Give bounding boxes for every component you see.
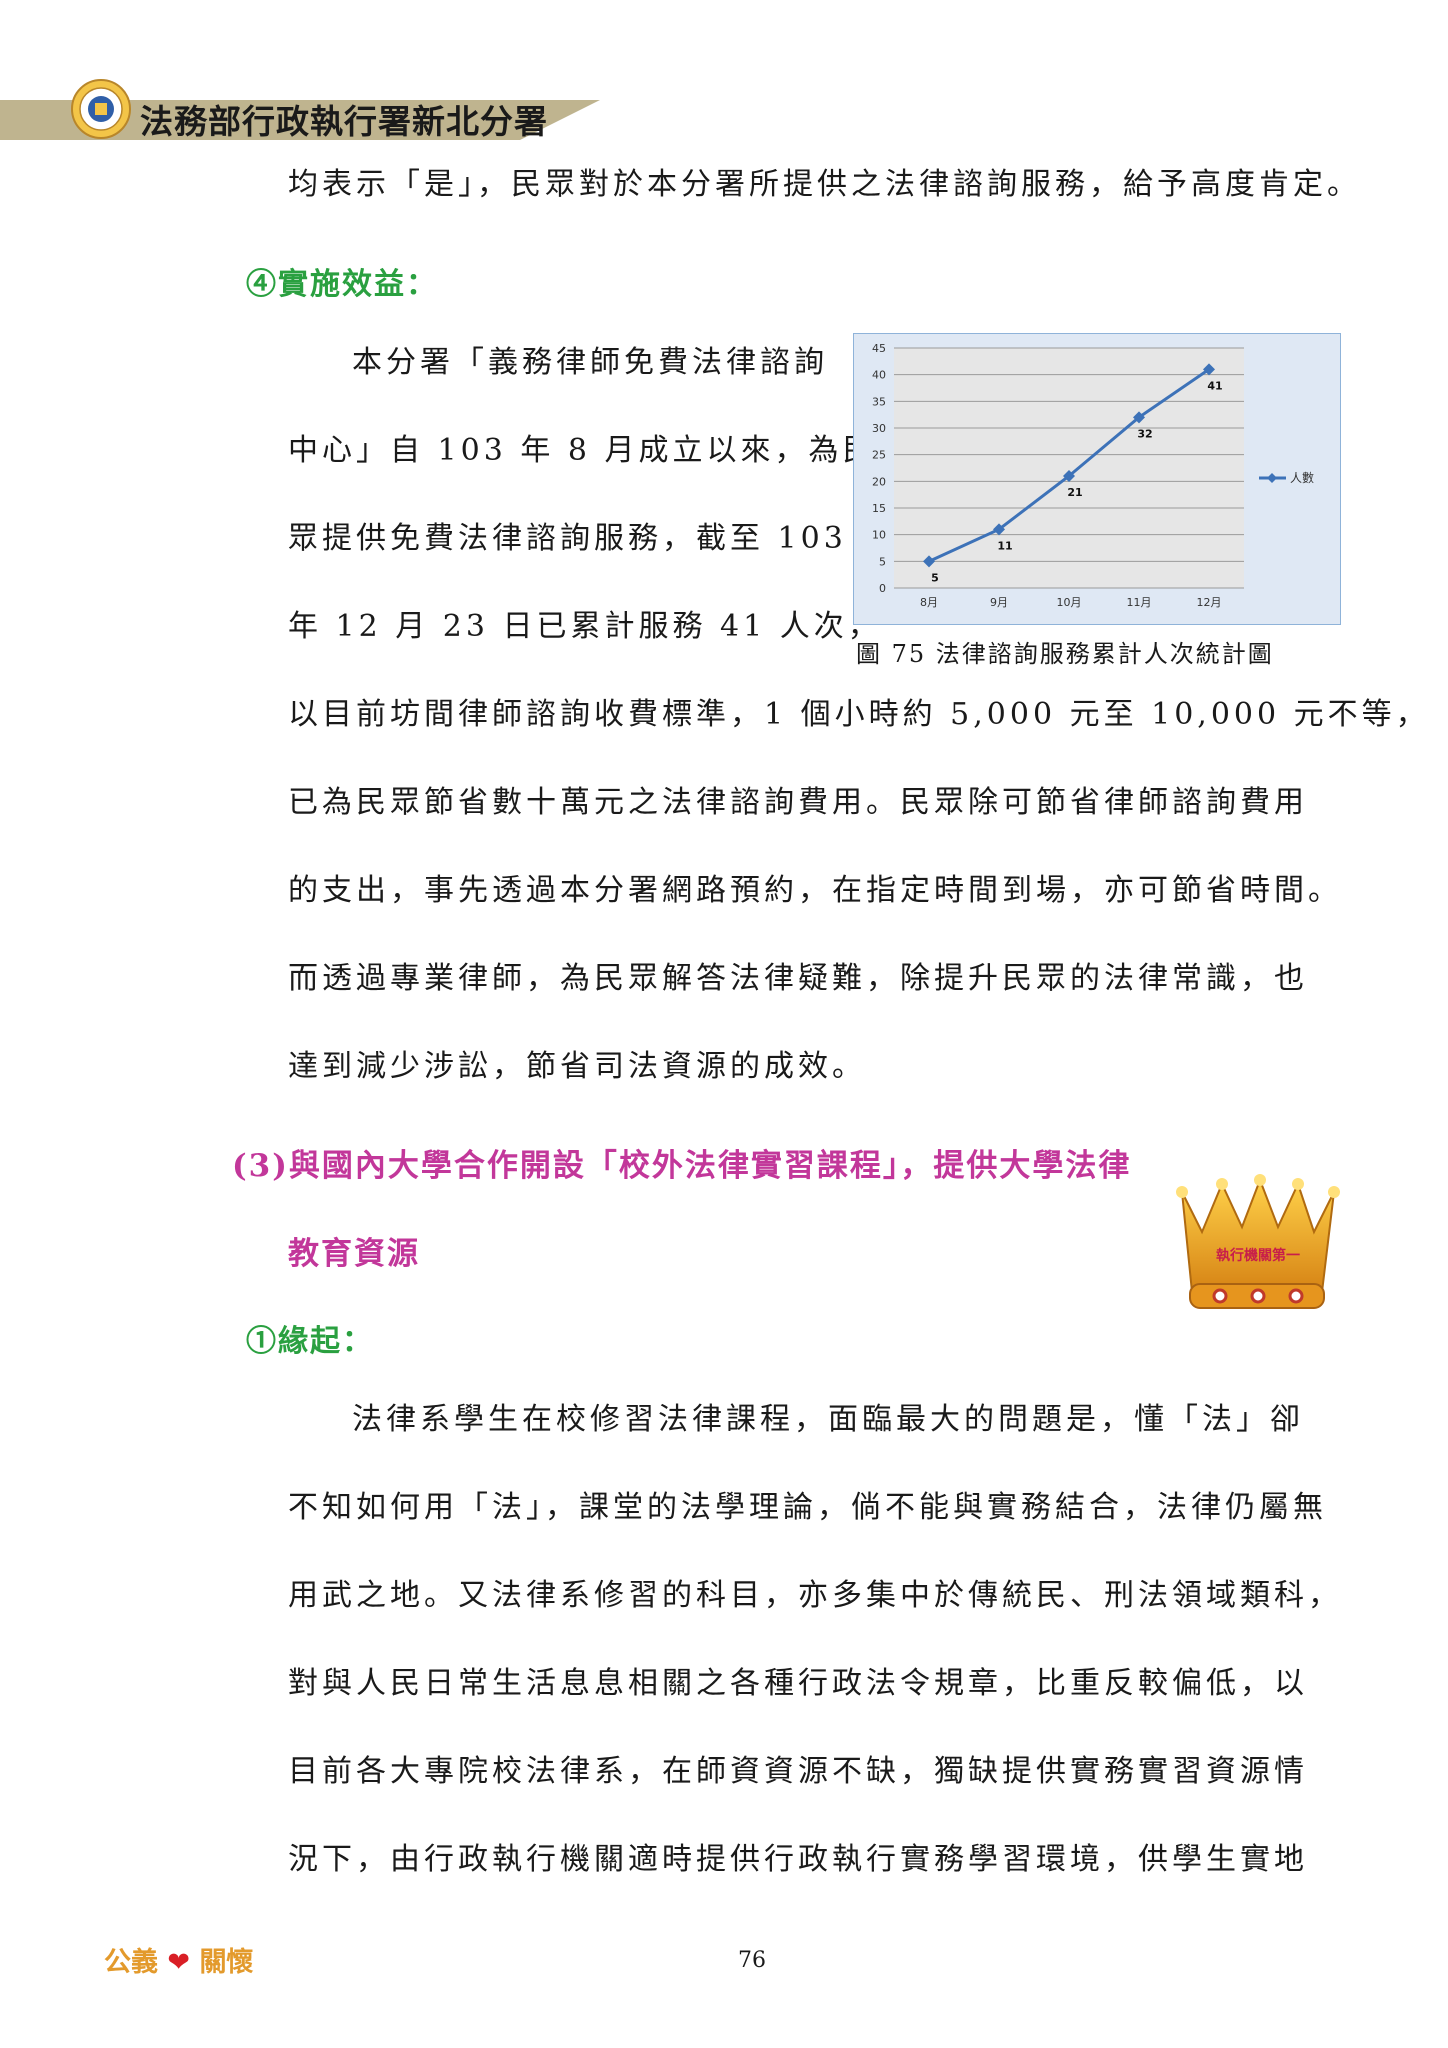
page-number: 76 bbox=[738, 1948, 766, 1973]
x-tick-label: 8月 bbox=[920, 596, 938, 609]
paragraph-line: 況下，由行政執行機關適時提供行政執行實務學習環境，供學生實地 bbox=[288, 1842, 1308, 1877]
paragraph-line: 用武之地。又法律系修習的科目，亦多集中於傳統民、刑法領域類科， bbox=[288, 1578, 1342, 1613]
x-tick-label: 11月 bbox=[1127, 596, 1152, 609]
y-tick-label: 25 bbox=[872, 449, 886, 462]
paragraph-line: 的支出，事先透過本分署網路預約，在指定時間到場，亦可節省時間。 bbox=[288, 873, 1342, 908]
ministry-seal-icon bbox=[71, 79, 131, 139]
paragraph-line: 達到減少涉訟，節省司法資源的成效。 bbox=[288, 1049, 866, 1084]
crown-badge-icon: 執行機關第一 bbox=[1176, 1174, 1340, 1309]
y-tick-label: 20 bbox=[872, 475, 886, 488]
section-heading-benefit: ④實施效益： bbox=[246, 267, 438, 302]
paragraph-line: 年 12 月 23 日已累計服務 41 人次， bbox=[288, 609, 882, 644]
data-point bbox=[923, 555, 935, 568]
paragraph-line: 對與人民日常生活息息相關之各種行政法令規章，比重反較偏低，以 bbox=[288, 1666, 1308, 1701]
paragraph-line: 本分署「義務律師免費法律諮詢 bbox=[352, 345, 828, 380]
y-tick-label: 45 bbox=[872, 342, 886, 355]
data-point bbox=[1133, 411, 1145, 424]
legend-marker bbox=[1267, 473, 1277, 483]
paragraph-line: 不知如何用「法」，課堂的法學理論，倘不能與實務結合，法律仍屬無 bbox=[288, 1490, 1327, 1525]
x-tick-label: 10月 bbox=[1057, 596, 1082, 609]
y-tick-label: 15 bbox=[872, 502, 886, 515]
data-label: 32 bbox=[1137, 427, 1152, 440]
paragraph-line: 已為民眾節省數十萬元之法律諮詢費用。民眾除可節省律師諮詢費用 bbox=[288, 785, 1308, 820]
data-label: 5 bbox=[931, 571, 939, 584]
paragraph-line: 眾提供免費法律諮詢服務，截至 103 bbox=[288, 521, 847, 556]
paragraph-line: 目前各大專院校法律系，在師資資源不缺，獨缺提供實務實習資源情 bbox=[288, 1754, 1308, 1789]
footer-motto-left: 公義 bbox=[104, 1947, 158, 1978]
y-tick-label: 5 bbox=[879, 555, 886, 568]
footer-motto-right: 關懷 bbox=[199, 1947, 254, 1978]
line-chart: 0 5 10 15 20 25 30 35 40 45 8月 9月 10月 11月 12月 5 11 21 32 41… bbox=[872, 342, 1314, 609]
y-tick-label: 40 bbox=[872, 369, 886, 382]
chart-panel: 0 5 10 15 20 25 30 35 40 45 8月 9月 10月 11月 12月 5 11 21 32 41… bbox=[853, 333, 1341, 625]
header-band bbox=[0, 100, 600, 140]
section-heading-origin: ①緣起： bbox=[246, 1324, 374, 1359]
section-heading-3: (3)與國內大學合作開設「校外法律實習課程」，提供大學法律 bbox=[232, 1148, 1132, 1184]
y-tick-label: 0 bbox=[879, 582, 886, 595]
paragraph-line: 法律系學生在校修習法律課程，面臨最大的問題是，懂「法」卻 bbox=[352, 1402, 1304, 1437]
footer-motto: 公義 ❤ 關懷 bbox=[104, 1940, 253, 1979]
section-heading-3-cont: 教育資源 bbox=[288, 1236, 420, 1272]
data-label: 21 bbox=[1067, 486, 1082, 499]
x-tick-label: 9月 bbox=[990, 596, 1008, 609]
x-tick-label: 12月 bbox=[1197, 596, 1222, 609]
heart-icon: ❤ bbox=[167, 1947, 191, 1978]
data-point bbox=[993, 523, 1005, 536]
y-tick-label: 35 bbox=[872, 395, 886, 408]
y-tick-label: 10 bbox=[872, 529, 886, 542]
plot-area bbox=[894, 348, 1244, 588]
crown-text: 執行機關第一 bbox=[1216, 1247, 1300, 1264]
data-label: 11 bbox=[997, 539, 1012, 552]
header-title: 法務部行政執行署新北分署 bbox=[140, 102, 548, 141]
data-point bbox=[1063, 470, 1075, 482]
paragraph-line: 中心」自 103 年 8 月成立以來，為民 bbox=[288, 433, 877, 468]
paragraph-line: 而透過專業律師，為民眾解答法律疑難，除提升民眾的法律常識，也 bbox=[288, 961, 1308, 996]
y-tick-label: 30 bbox=[872, 422, 886, 435]
paragraph-line: 以目前坊間律師諮詢收費標準，1 個小時約 5,000 元至 10,000 元不等… bbox=[288, 697, 1430, 732]
paragraph-line: 均表示「是」，民眾對於本分署所提供之法律諮詢服務，給予高度肯定。 bbox=[288, 167, 1361, 202]
legend-label: 人數 bbox=[1290, 471, 1314, 485]
data-label: 41 bbox=[1207, 379, 1222, 392]
data-point bbox=[1203, 363, 1215, 376]
figure-caption: 圖 75 法律諮詢服務累計人次統計圖 bbox=[856, 640, 1274, 668]
